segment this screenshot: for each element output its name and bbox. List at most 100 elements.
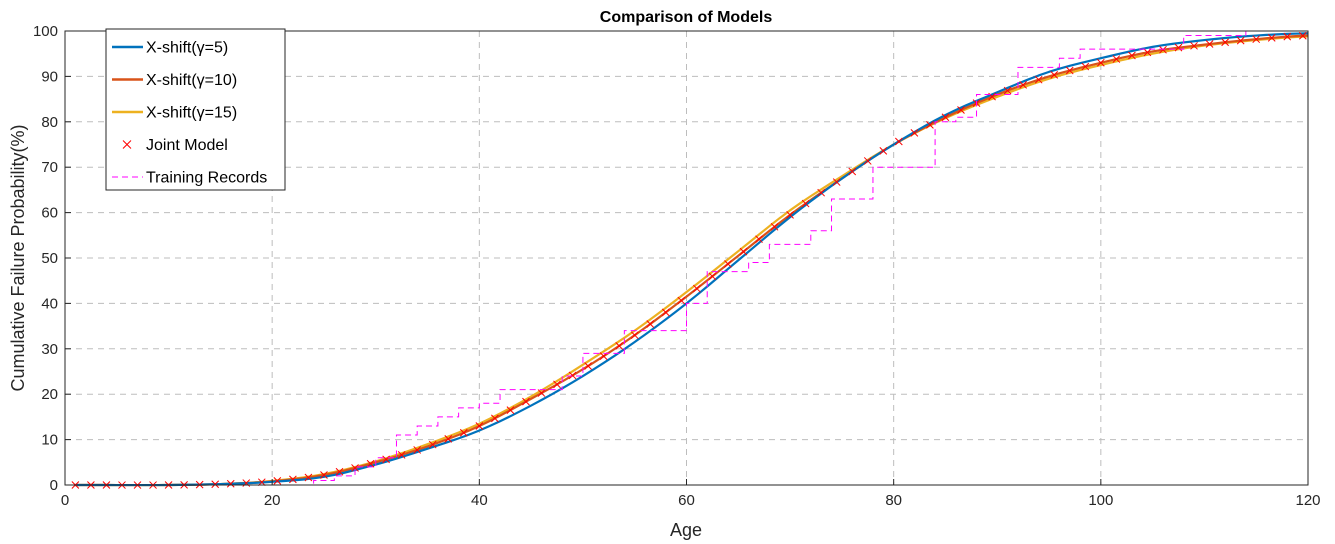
legend-item: X-shift(γ=15) [112, 105, 237, 122]
joint-model-marker [1283, 32, 1292, 41]
x-tick-label: 40 [471, 492, 488, 509]
joint-model-marker [475, 422, 484, 430]
joint-model-marker [801, 199, 810, 208]
joint-model-marker [1143, 48, 1152, 57]
joint-model-marker [351, 464, 359, 472]
joint-model-marker [537, 389, 546, 397]
joint-model-marker [491, 414, 499, 423]
joint-model-marker [1003, 86, 1012, 95]
legend-label: X-shift(γ=5) [146, 40, 228, 57]
joint-model-marker [584, 362, 592, 370]
joint-model-marker [1252, 35, 1261, 44]
grid [65, 31, 1308, 485]
joint-model-marker [1267, 33, 1276, 42]
y-tick-label: 100 [33, 23, 58, 40]
joint-model-marker [1019, 81, 1028, 89]
legend-box [105, 28, 286, 191]
x-tick-label: 80 [885, 492, 902, 509]
joint-model-marker [335, 467, 344, 476]
joint-model-marker [382, 455, 390, 464]
joint-model-marker [957, 106, 965, 114]
legend: X-shift(γ=5) X-shift(γ=10) X-shift(γ=15) Jo… [105, 28, 286, 191]
joint-model-marker [1081, 62, 1090, 71]
joint-model-marker [1128, 51, 1136, 60]
joint-model-marker [1159, 45, 1167, 54]
series-line [75, 32, 1309, 487]
legend-item: X-shift(γ=10) [112, 72, 237, 89]
joint-model-marker [863, 157, 872, 165]
y-tick-label: 70 [41, 159, 58, 176]
joint-model-marker [522, 397, 530, 406]
legend-item: Training Records [112, 170, 267, 187]
joint-model-marker [1205, 40, 1214, 48]
x-tick-label: 20 [264, 492, 281, 509]
joint-model-marker [553, 380, 561, 389]
joint-model-marker [1236, 36, 1245, 45]
joint-model-marker [1190, 41, 1198, 50]
joint-model-marker [459, 428, 468, 437]
x-tick-label: 100 [1088, 492, 1113, 509]
joint-model-marker [708, 272, 717, 281]
joint-model-marker [304, 473, 313, 482]
joint-model-marker [568, 371, 577, 380]
y-tick-label: 60 [41, 205, 58, 222]
chart-title: Comparison of Models [600, 9, 773, 26]
joint-model-marker [1112, 55, 1121, 63]
joint-model-marker [615, 342, 624, 350]
joint-model-marker [770, 222, 779, 231]
joint-model-marker [739, 247, 748, 256]
legend-item: Joint Model [122, 137, 228, 154]
joint-model-marker [1050, 70, 1059, 79]
legend-label: Joint Model [146, 137, 228, 154]
joint-model-marker [786, 211, 794, 219]
y-axis-label: Cumulative Failure Probability(%) [8, 124, 28, 391]
legend-item: X-shift(γ=5) [112, 40, 228, 57]
y-tick-label: 10 [41, 432, 58, 449]
joint-model-marker [366, 459, 375, 468]
x-axis-label: Age [670, 520, 702, 540]
joint-model-marker [755, 235, 763, 244]
y-tick-label: 20 [41, 386, 58, 403]
y-tick-label: 80 [41, 114, 58, 131]
joint-model-marker [211, 480, 220, 489]
joint-model-marker [910, 129, 919, 137]
joint-model-marker [1065, 66, 1074, 75]
joint-model-marker [1174, 43, 1183, 52]
joint-model-marker [630, 331, 639, 340]
joint-model-marker [428, 440, 437, 449]
joint-model-marker [444, 435, 453, 443]
training-records-line [65, 30, 1308, 486]
y-tick-label: 50 [41, 250, 58, 267]
y-tick-label: 90 [41, 68, 58, 85]
joint-model-marker [926, 121, 934, 129]
series-layer [65, 30, 1309, 489]
series-0 [75, 32, 1309, 487]
joint-model-marker [693, 284, 701, 293]
joint-model-marker [832, 178, 841, 186]
joint-model-marker [661, 308, 670, 317]
joint-model-marker [941, 113, 950, 122]
joint-model-marker [1221, 38, 1229, 47]
legend-label: Training Records [146, 170, 267, 187]
joint-model-marker [724, 260, 732, 268]
legend-label: X-shift(γ=10) [146, 72, 237, 89]
joint-model-marker [397, 450, 406, 459]
y-tick-label: 40 [41, 295, 58, 312]
joint-model-marker [677, 296, 686, 305]
joint-model-marker [413, 446, 422, 454]
joint-model-marker [226, 479, 235, 488]
joint-model-marker [1096, 58, 1105, 67]
joint-model-marker [1034, 75, 1043, 84]
x-tick-label: 0 [61, 492, 69, 509]
joint-model-marker [817, 188, 826, 197]
legend-label: X-shift(γ=15) [146, 105, 237, 122]
y-tick-label: 30 [41, 341, 58, 358]
joint-model-marker [273, 477, 282, 485]
joint-model-marker [848, 167, 857, 176]
legend-marker-swatch [122, 140, 132, 149]
joint-model-marker [289, 475, 297, 484]
joint-model-marker [879, 146, 888, 155]
x-tick-label: 60 [678, 492, 695, 509]
ticks: 0 20 40 60 80 100 120 0 10 20 30 40 50 60 70 80 90 100 [33, 23, 1321, 509]
